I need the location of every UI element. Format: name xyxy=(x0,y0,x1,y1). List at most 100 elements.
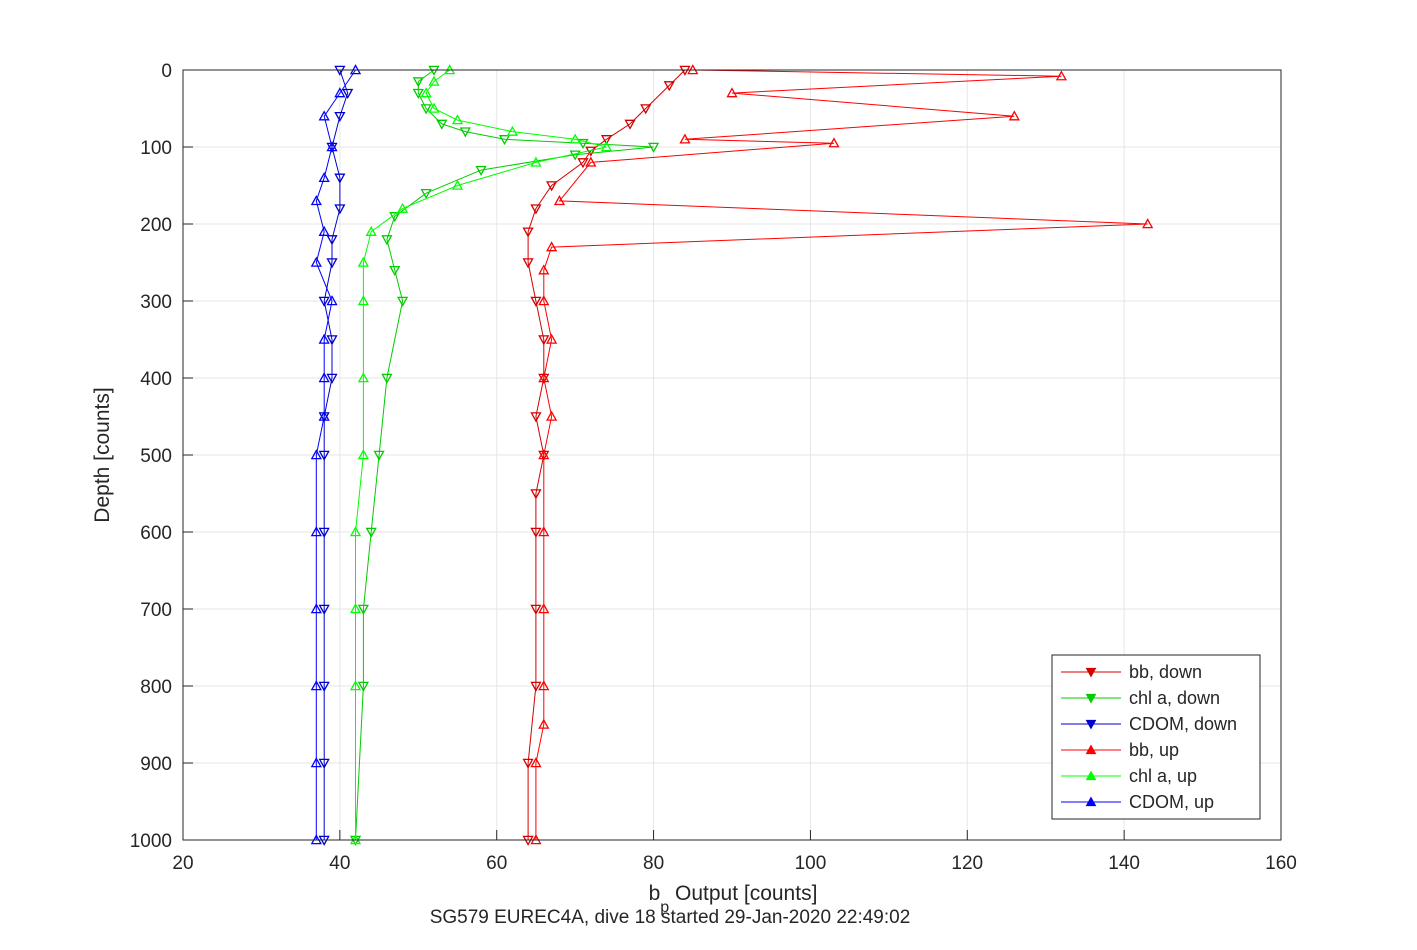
legend-marker xyxy=(1085,693,1097,704)
series-line xyxy=(315,69,356,840)
data-point xyxy=(357,449,369,460)
legend-marker xyxy=(1085,796,1097,807)
legend-label: CDOM, down xyxy=(1129,714,1237,734)
y-tick-label: 400 xyxy=(140,369,172,390)
data-point xyxy=(546,333,558,344)
data-point xyxy=(381,235,393,246)
data-point xyxy=(326,373,338,384)
data-point xyxy=(530,296,542,307)
y-axis-label: Depth [counts] xyxy=(91,387,114,522)
legend-marker xyxy=(1085,667,1097,678)
data-point xyxy=(828,137,840,148)
data-point xyxy=(522,227,534,238)
data-point xyxy=(530,156,542,167)
data-point xyxy=(585,156,597,167)
data-point xyxy=(334,111,346,123)
data-point xyxy=(530,204,542,215)
data-point xyxy=(538,372,550,383)
data-point xyxy=(530,527,542,538)
data-point xyxy=(600,135,613,146)
data-point xyxy=(318,681,330,692)
legend-entry: CDOM, down xyxy=(1061,714,1237,734)
series-bb-down xyxy=(522,65,691,846)
data-point xyxy=(349,680,362,691)
data-point xyxy=(342,88,354,99)
axes xyxy=(182,69,1282,841)
data-point xyxy=(538,718,550,729)
legend-entry: CDOM, up xyxy=(1061,792,1214,812)
x-axis-label: bp Output [counts] xyxy=(649,882,818,916)
data-point xyxy=(569,150,581,161)
legend-label: CDOM, up xyxy=(1129,792,1214,812)
data-point xyxy=(1008,110,1020,121)
data-point xyxy=(530,489,542,500)
data-point xyxy=(506,125,519,136)
data-point xyxy=(310,449,322,460)
data-point xyxy=(318,171,330,183)
data-point xyxy=(530,412,542,423)
data-point xyxy=(451,114,464,125)
data-point xyxy=(498,135,511,146)
data-point xyxy=(318,410,330,421)
data-point xyxy=(334,204,346,215)
data-point xyxy=(389,212,401,223)
legend-label: chl a, up xyxy=(1129,766,1197,786)
y-tick-label: 700 xyxy=(140,600,172,621)
data-point xyxy=(310,195,322,206)
data-point xyxy=(475,165,487,176)
data-point xyxy=(365,225,377,236)
legend-label: bb, down xyxy=(1129,662,1202,682)
data-point xyxy=(318,296,330,307)
data-point xyxy=(318,110,330,121)
data-point xyxy=(647,142,660,153)
data-point xyxy=(538,526,550,537)
legend-entry: chl a, up xyxy=(1061,766,1197,786)
data-point xyxy=(459,127,471,138)
data-point xyxy=(624,119,636,130)
y-tick-label: 900 xyxy=(140,754,172,775)
data-point xyxy=(349,526,362,537)
data-point xyxy=(318,333,330,344)
legend-marker xyxy=(1085,744,1097,755)
data-point xyxy=(326,335,338,346)
data-point xyxy=(373,450,385,461)
data-point xyxy=(381,373,393,384)
data-point xyxy=(451,179,464,190)
tick-labels: 20 40 60 80 100 120 140 160 0 100 200 300 400 500 600 7… xyxy=(130,61,1297,874)
data-point xyxy=(538,295,550,306)
data-point xyxy=(318,527,330,538)
data-point xyxy=(318,225,330,236)
data-point xyxy=(546,410,558,421)
series-line xyxy=(535,69,1148,840)
data-point xyxy=(334,173,346,184)
data-point xyxy=(1142,218,1154,229)
data-point xyxy=(412,88,424,99)
data-point xyxy=(357,372,369,383)
data-point xyxy=(428,75,440,86)
data-point xyxy=(640,104,652,115)
data-point xyxy=(310,526,322,537)
x-tick-label: 160 xyxy=(1265,853,1297,874)
data-point xyxy=(726,87,738,98)
y-tick-label: 300 xyxy=(140,292,172,313)
legend-entry: chl a, down xyxy=(1061,688,1220,708)
y-tick-label: 0 xyxy=(161,61,172,82)
data-point xyxy=(1055,70,1068,81)
data-point xyxy=(577,138,589,149)
data-point xyxy=(357,295,369,306)
legend-marker xyxy=(1085,719,1097,730)
data-point xyxy=(553,195,566,206)
data-point xyxy=(412,77,424,88)
data-point xyxy=(326,235,338,246)
axes-box xyxy=(182,69,1282,841)
data-point xyxy=(396,296,409,307)
y-tick-label: 500 xyxy=(140,446,172,467)
figure-caption: SG579 EUREC4A, dive 18 started 29-Jan-20… xyxy=(430,907,911,928)
data-point xyxy=(522,258,534,269)
legend-entry: bb, up xyxy=(1061,740,1179,760)
data-point xyxy=(326,295,338,306)
y-tick-label: 200 xyxy=(140,215,172,236)
data-point xyxy=(530,681,542,692)
data-point xyxy=(420,188,432,200)
